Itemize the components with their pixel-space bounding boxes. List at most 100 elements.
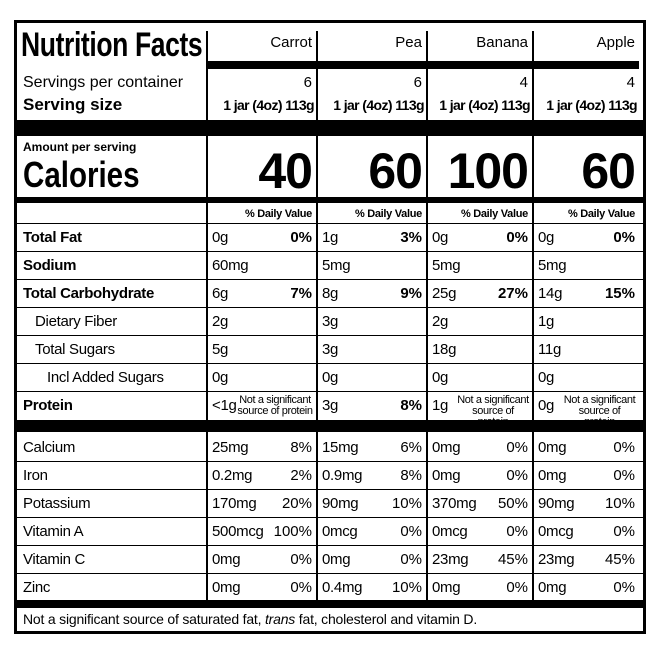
rule [17, 120, 643, 136]
daily-value: 8% [400, 467, 422, 484]
nutrient-amount: 3g [322, 341, 339, 358]
daily-value: 8% [290, 439, 312, 456]
daily-value: 2% [290, 467, 312, 484]
nutrient-name: Potassium [23, 495, 91, 512]
title: Nutrition Facts [21, 26, 203, 64]
rule [17, 223, 643, 224]
column-header: Banana [476, 34, 528, 51]
servings-label: Servings per container [23, 74, 184, 91]
rule [318, 61, 426, 69]
daily-value: 20% [281, 495, 312, 512]
rule [17, 420, 643, 432]
nutrient-amount: 500mcg [212, 523, 264, 540]
rule [17, 461, 643, 462]
nutrient-amount: 5mg [322, 257, 351, 274]
nutrient-name: Zinc [23, 579, 51, 596]
rule [208, 61, 316, 69]
nutrient-amount: 2g [432, 313, 449, 330]
calories-value: 40 [258, 143, 313, 199]
daily-value: 10% [604, 495, 635, 512]
rule [206, 31, 208, 605]
daily-value: 3% [400, 229, 422, 246]
rule [17, 391, 643, 392]
nutrient-amount: 1g [538, 313, 555, 330]
nutrient-amount: 18g [432, 341, 457, 358]
daily-value: 7% [290, 285, 312, 302]
nutrient-amount: 23mg [432, 551, 469, 568]
serving-size-label: Serving size [23, 95, 123, 114]
daily-value: 15% [604, 285, 635, 302]
column-header: Carrot [270, 34, 312, 51]
column-header: Pea [395, 34, 422, 51]
footnote-part: Not a significant source of saturated fa… [23, 611, 265, 627]
nutrient-amount: 0mg [538, 579, 567, 596]
nutrient-amount: 0mg [432, 467, 461, 484]
column-header: Apple [596, 34, 635, 51]
daily-value: 0% [506, 439, 528, 456]
nutrient-amount: 0mg [538, 467, 567, 484]
nutrient-amount: 0g [538, 397, 555, 414]
nutrient-amount: 23mg [538, 551, 575, 568]
nutrient-amount: 0mcg [322, 523, 358, 540]
nutrition-label: Nutrition Facts Carrot Pea Banana Apple Servi… [14, 20, 646, 634]
daily-value: 0% [613, 439, 635, 456]
calories-value: 60 [368, 143, 423, 199]
daily-value: 0% [400, 551, 422, 568]
nutrient-amount: 0mg [432, 439, 461, 456]
nutrient-amount: 370mg [432, 495, 477, 512]
nutrient-amount: 0mg [432, 579, 461, 596]
note: Not a significant source of protein [237, 394, 313, 417]
daily-value: 100% [273, 523, 312, 540]
nutrient-name: Vitamin A [23, 523, 84, 540]
nutrient-amount: <1g [212, 397, 237, 414]
daily-value: 0% [290, 579, 312, 596]
nutrient-amount: 0g [212, 229, 229, 246]
daily-value: 0% [290, 229, 312, 246]
daily-value: 6% [400, 439, 422, 456]
daily-value: 0% [506, 467, 528, 484]
nutrient-amount: 11g [538, 341, 562, 358]
nutrient-amount: 0mg [212, 579, 241, 596]
nutrient-name: Iron [23, 467, 48, 484]
nutrient-amount: 5mg [538, 257, 567, 274]
nutrient-name: Calcium [23, 439, 76, 456]
daily-value: 0% [613, 523, 635, 540]
rule [17, 363, 643, 364]
daily-value: 27% [497, 285, 528, 302]
servings-value: 4 [519, 74, 528, 91]
nutrient-name: Total Carbohydrate [23, 285, 155, 302]
daily-value: 0% [613, 229, 635, 246]
nutrient-amount: 0g [538, 369, 555, 386]
rule [17, 335, 643, 336]
nutrient-amount: 0.2mg [212, 467, 253, 484]
nutrient-amount: 0g [538, 229, 555, 246]
nutrient-amount: 3g [322, 313, 339, 330]
nutrient-name: Total Fat [23, 229, 82, 246]
note: Not a significant source of protein [563, 394, 636, 428]
nutrient-name: Protein [23, 397, 73, 414]
nutrient-amount: 0g [322, 369, 339, 386]
serving-size-value: 1 jar (4oz) 113g [223, 97, 314, 113]
nutrient-amount: 25g [432, 285, 457, 302]
servings-value: 6 [413, 74, 422, 91]
rule [316, 31, 318, 605]
daily-value: 0% [400, 523, 422, 540]
daily-value: 8% [400, 397, 422, 414]
amount-label: Amount per serving [23, 140, 137, 154]
nutrient-name: Total Sugars [35, 341, 115, 358]
note: Not a significant source of protein [457, 394, 529, 428]
nutrient-name: Incl Added Sugars [47, 369, 164, 386]
calories-label: Calories [23, 154, 140, 195]
rule [17, 573, 643, 574]
footnote-part: fat, cholesterol and vitamin D. [295, 611, 478, 627]
rule [534, 61, 639, 69]
nutrient-amount: 0mg [538, 439, 567, 456]
dv-header: % Daily Value [567, 208, 635, 220]
nutrient-amount: 0mg [212, 551, 241, 568]
servings-value: 6 [303, 74, 312, 91]
daily-value: 45% [497, 551, 528, 568]
daily-value: 10% [391, 579, 422, 596]
dv-header: % Daily Value [244, 208, 312, 220]
nutrient-amount: 25mg [212, 439, 249, 456]
daily-value: 0% [290, 551, 312, 568]
